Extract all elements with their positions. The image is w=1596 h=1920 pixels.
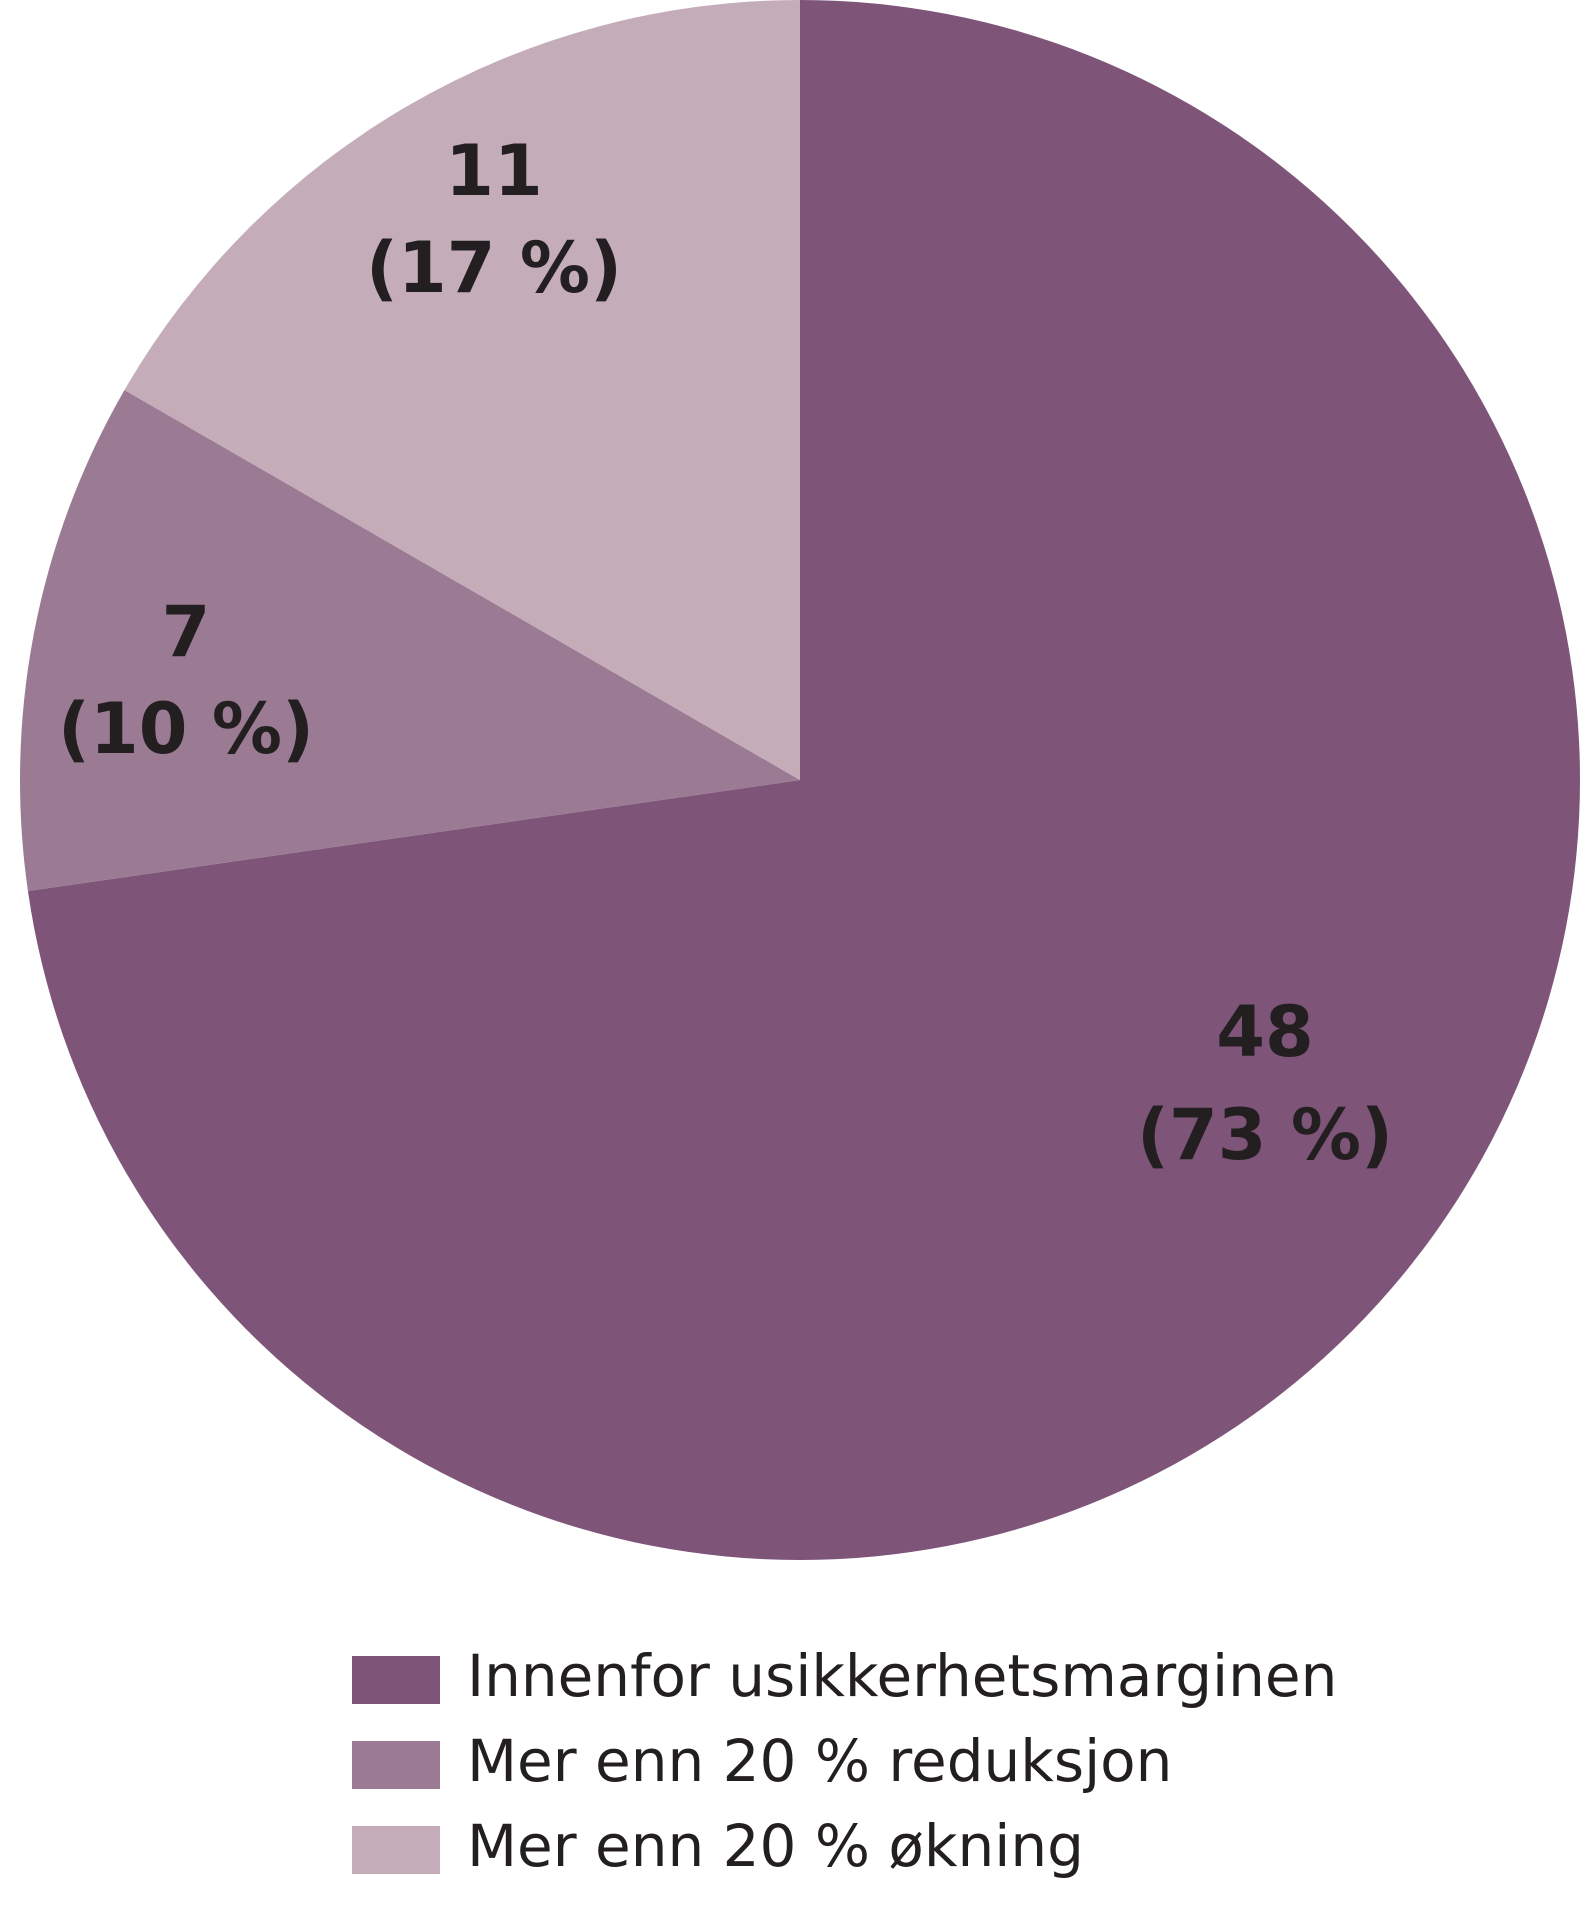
pie-slice bbox=[20, 390, 800, 892]
legend-swatch bbox=[352, 1656, 440, 1704]
pie-slice bbox=[27, 0, 1580, 1560]
legend-label: Mer enn 20 % økning bbox=[467, 1812, 1084, 1880]
legend-swatch bbox=[352, 1826, 440, 1874]
legend-label: Innenfor usikkerhetsmarginen bbox=[467, 1642, 1337, 1710]
percent-label: (17 %) bbox=[366, 227, 622, 309]
value-label: 48 bbox=[1216, 991, 1313, 1073]
percent-label: (73 %) bbox=[1137, 1094, 1393, 1176]
value-label: 11 bbox=[445, 130, 542, 212]
percent-label: (10 %) bbox=[58, 688, 314, 770]
legend-label: Mer enn 20 % reduksjon bbox=[467, 1727, 1172, 1795]
value-label: 7 bbox=[162, 591, 211, 673]
legend-swatch bbox=[352, 1741, 440, 1789]
pie-slice bbox=[124, 0, 800, 780]
